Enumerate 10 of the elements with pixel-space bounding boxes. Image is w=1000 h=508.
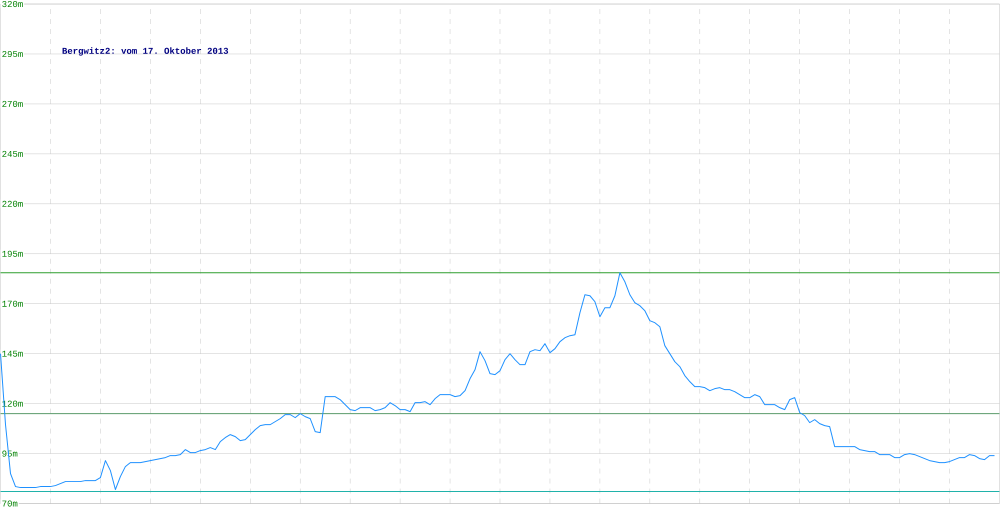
y-tick-label: 295m bbox=[2, 51, 23, 58]
y-tick-label: 170m bbox=[2, 300, 23, 307]
y-tick-label: 245m bbox=[2, 151, 23, 158]
y-tick-label: 270m bbox=[2, 101, 23, 108]
y-tick-label: 70m bbox=[2, 500, 18, 507]
y-tick-label: 195m bbox=[2, 250, 23, 258]
y-tick-label: 220m bbox=[2, 201, 23, 208]
text: Bergwitz2: vom 17. Oktober 2013 bbox=[62, 47, 228, 56]
y-tick-label: 145m bbox=[2, 350, 23, 357]
y-tick-label: 320m bbox=[2, 1, 23, 8]
